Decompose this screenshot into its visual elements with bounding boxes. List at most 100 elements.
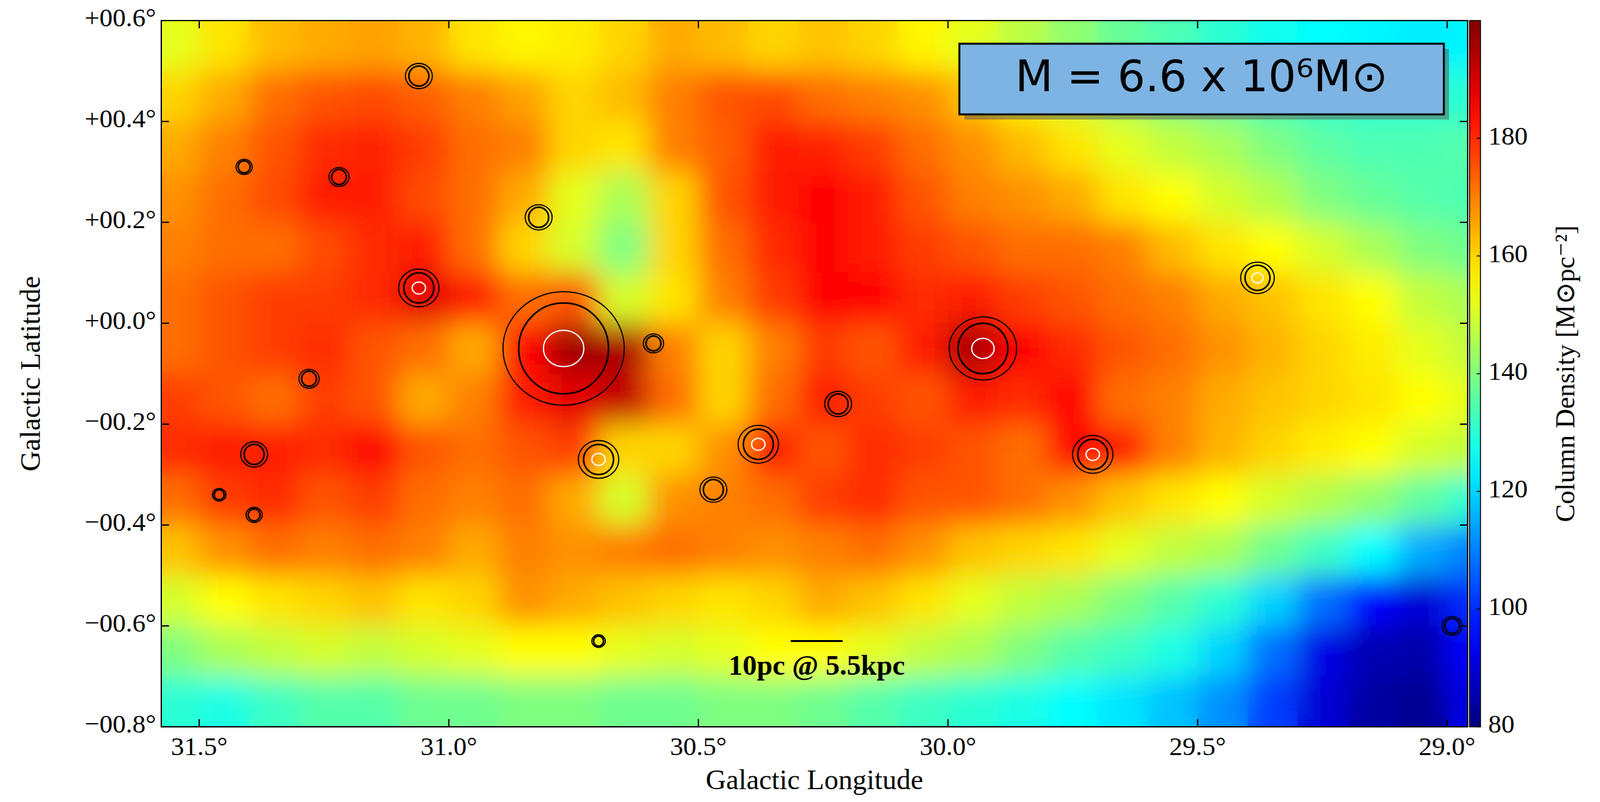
colorbar-tick: [1476, 490, 1481, 493]
x-tick: [1197, 20, 1199, 29]
colorbar-tick-label: 80: [1488, 708, 1515, 739]
colorbar-tick: [1476, 608, 1481, 610]
contour-outer: [240, 441, 268, 467]
y-tick: [1459, 221, 1468, 223]
contour: [248, 508, 261, 522]
contour-outer: [235, 159, 252, 175]
contour: [301, 371, 317, 387]
y-tick: [1459, 19, 1468, 22]
contour: [743, 429, 774, 460]
colorbar-title: Column Density [M⊙pc⁻²]: [1550, 225, 1581, 523]
contour: [1444, 618, 1460, 634]
colorbar-tick-label: 180: [1488, 120, 1529, 151]
contour-inner: [751, 438, 766, 451]
x-tick: [947, 719, 949, 727]
colorbar-tick: [1476, 726, 1481, 728]
y-tick: [1459, 726, 1468, 728]
contour-outer: [524, 204, 552, 231]
x-tick-label: 30.0°: [919, 731, 977, 761]
contour: [331, 169, 347, 186]
contour: [408, 66, 429, 87]
scale-bar-label: 10pc @ 5.5kpc: [728, 649, 905, 682]
contour-outer: [398, 269, 439, 308]
colorbar-tick: [1476, 137, 1481, 139]
contour-outer: [246, 507, 263, 524]
x-tick: [697, 20, 700, 29]
x-tick: [198, 20, 200, 29]
colorbar-tick-label: 140: [1488, 355, 1529, 386]
contour-outer: [824, 391, 852, 417]
y-tick: [1459, 625, 1468, 627]
contour: [958, 323, 1009, 374]
colorbar-tick-label: 160: [1488, 238, 1529, 268]
contour-outer: [738, 425, 779, 464]
scale-bar: [791, 640, 844, 642]
contour-inner: [971, 338, 995, 359]
contour: [238, 160, 251, 173]
y-axis-title: Galactic Latitude: [14, 275, 47, 472]
colorbar: [1469, 20, 1481, 727]
contour-outer: [298, 369, 319, 389]
annotation: M = 6.6 x 10⁶M⊙: [1015, 50, 1388, 102]
x-tick-label: 30.5°: [670, 731, 727, 761]
colorbar-tick: [1476, 373, 1481, 375]
contour-outer: [949, 316, 1017, 380]
contour: [703, 479, 724, 500]
x-tick: [1197, 719, 1199, 727]
contour-outer: [503, 291, 625, 406]
contour-outer: [328, 167, 349, 187]
x-tick: [447, 20, 450, 29]
contour-outer: [643, 334, 664, 353]
y-tick: [1459, 423, 1468, 425]
contour: [213, 489, 225, 500]
y-tick-label: +00.6°: [84, 2, 157, 33]
cells: [161, 20, 1468, 727]
colorbar-tick-label: 100: [1488, 591, 1529, 621]
contour: [593, 636, 605, 647]
x-tick-label: 29.5°: [1169, 731, 1227, 761]
cells-smoothed: [161, 20, 1468, 727]
chart: 31.5° 31.0° 30.5° 30.0° 29.5° 29.0° +00.6° +00.…: [0, 0, 1600, 802]
x-tick: [198, 719, 200, 727]
contour-inner: [1251, 273, 1263, 284]
annotation-box: [959, 43, 1444, 115]
contour: [528, 206, 549, 227]
contour-outer: [591, 634, 606, 648]
contour: [828, 393, 849, 414]
x-tick: [1446, 719, 1448, 727]
contour-inner: [543, 330, 585, 367]
y-tick: [161, 19, 169, 22]
frame: [161, 20, 1468, 727]
contour: [244, 444, 265, 464]
y-tick: [161, 221, 169, 223]
contour: [645, 336, 661, 352]
contour-outer: [578, 440, 619, 479]
y-tick: [1459, 524, 1468, 526]
x-tick-label: 31.5°: [170, 731, 228, 761]
y-tick: [161, 726, 169, 728]
x-tick: [697, 719, 700, 727]
plot-area: [161, 20, 1468, 727]
y-tick-label: −00.4°: [84, 506, 157, 537]
y-tick-label: −00.8°: [84, 708, 157, 739]
contour: [518, 303, 609, 394]
y-tick: [1459, 120, 1468, 123]
y-tick-label: +00.2°: [84, 204, 157, 234]
contour-outer: [212, 488, 227, 502]
y-tick-label: +00.4°: [84, 103, 157, 134]
contour-outer: [405, 63, 433, 89]
contour-outer: [699, 476, 727, 502]
y-tick: [1459, 322, 1468, 324]
contour: [583, 444, 614, 475]
x-tick: [1446, 20, 1448, 29]
x-tick-label: 29.0°: [1418, 731, 1476, 761]
x-tick-label: 31.0°: [420, 731, 477, 761]
y-tick-label: −00.6°: [84, 607, 157, 638]
y-tick: [161, 625, 169, 627]
contour-inner: [591, 453, 606, 466]
colorbar-tick-label: 120: [1488, 473, 1529, 504]
contour: [1077, 439, 1108, 470]
contour-outer: [1240, 262, 1275, 294]
contour: [1245, 265, 1271, 291]
contour-outer: [1072, 435, 1113, 474]
